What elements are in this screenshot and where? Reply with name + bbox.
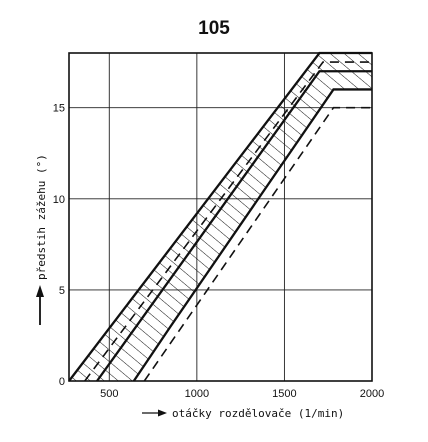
series-layer	[68, 51, 372, 382]
y-tick-label: 10	[53, 194, 65, 206]
x-tick-label: 1500	[272, 388, 296, 400]
tolerance-band-hatching	[69, 53, 372, 381]
x-tick-labels: 500 1000 1500 2000	[100, 388, 384, 400]
y-tick-label: 5	[59, 285, 65, 297]
series-line-0	[68, 51, 372, 382]
series-line-2	[84, 61, 372, 382]
y-tick-label: 0	[59, 376, 65, 388]
x-tick-label: 1000	[185, 388, 209, 400]
y-axis-arrowhead	[36, 285, 44, 297]
page-number: 105	[198, 18, 230, 39]
x-axis-label: otáčky rozdělovače (1/min)	[172, 407, 344, 420]
x-tick-label: 500	[100, 388, 118, 400]
x-tick-label: 2000	[360, 388, 384, 400]
series-line-1	[96, 70, 372, 382]
plot-frame	[68, 52, 373, 382]
series-line-3	[132, 88, 372, 382]
y-tick-labels: 0 5 10 15	[53, 103, 65, 388]
series-line-4	[143, 106, 372, 382]
x-axis-arrowhead	[158, 409, 167, 417]
y-tick-label: 15	[53, 103, 65, 115]
y-axis-label: předstih zážehu (°)	[35, 154, 48, 280]
